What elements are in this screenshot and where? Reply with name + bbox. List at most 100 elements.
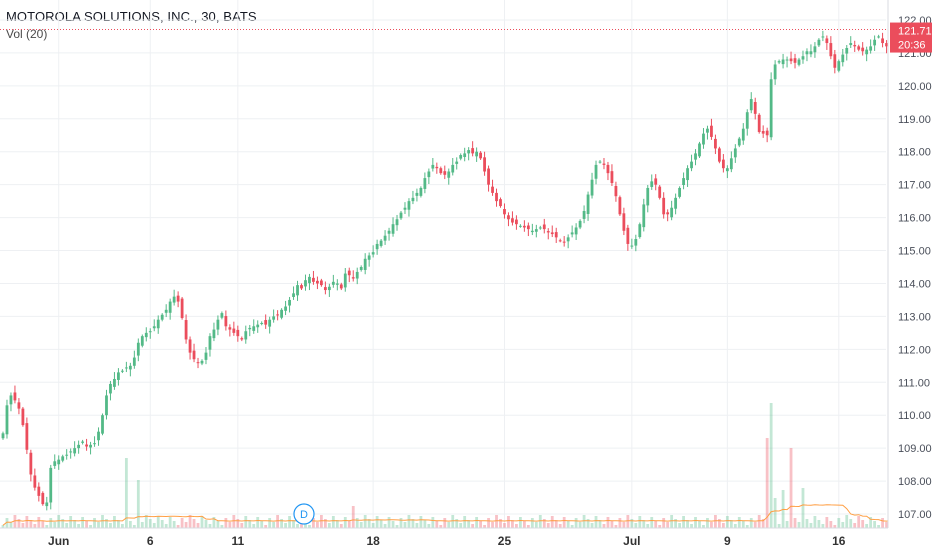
candle-body [642,204,646,228]
candle-body [769,79,773,138]
candle-body [578,220,582,228]
volume-bar [566,521,570,528]
volume-bar [399,518,403,528]
candle-body [646,187,650,206]
volume-bar [25,516,29,528]
candle-body [65,454,69,456]
volume-bar [272,522,276,528]
candle-body [431,164,435,169]
candle-body [316,280,319,284]
time-axis[interactable]: Jun 6 11 18 25 Jul 9 16 [48,534,846,548]
volume-bar [678,523,681,528]
price-tick-label: 115.00 [898,246,931,258]
volume-moving-average-line [2,504,895,526]
candle-body [355,271,359,279]
price-tick-label: 112.00 [898,344,931,356]
volume-bar [554,520,558,528]
candle-body [367,255,371,260]
volume-bar [455,519,459,528]
candle-body [471,148,475,154]
candle-body [21,408,25,426]
candle-body [339,284,343,289]
candle-body [359,267,363,270]
volume-bar [220,525,224,528]
candle-body [25,423,29,450]
candle-body [268,319,272,327]
volume-bar [117,520,120,528]
volume-bar [526,525,530,528]
candle-body [117,372,120,380]
candle-body [304,280,307,287]
candle-body [678,187,681,197]
time-tick-label: Jun [48,534,69,548]
volume-bar [61,519,65,528]
volume-bar [562,517,566,528]
price-tick-label: 110.00 [898,410,931,422]
volume-bar [881,518,884,528]
candle-body [698,143,701,157]
candle-body [614,185,618,197]
candle-body [391,224,395,234]
candle-body [702,133,705,145]
candlesticks [1,25,896,511]
volume-bar [769,403,773,528]
volume-bar [180,518,184,528]
volume-bar [495,515,498,528]
candle-body [586,194,590,214]
price-tick-label: 119.00 [898,114,931,126]
volume-bar [753,522,757,528]
volume-bar [817,520,821,528]
candle-body [272,316,276,320]
candle-body [491,186,494,193]
candle-body [383,235,387,241]
volume-bar [13,515,17,528]
candle-body [658,186,662,198]
volume-bar [702,525,705,528]
candle-body [156,319,160,329]
price-tick-label: 111.00 [898,377,930,389]
candle-body [853,45,857,47]
price-axis[interactable]: 107.00 108.00 109.00 110.00 111.00 112.00 113.… [898,15,932,521]
candle-body [554,232,558,238]
candle-body [53,461,57,466]
volume-bar [646,524,650,528]
volume-bar [463,516,467,528]
candle-body [813,46,817,53]
candle-body [718,148,721,162]
candle-body [320,280,323,286]
candle-body [650,181,654,187]
candle-body [168,301,172,313]
volume-bar [41,521,45,528]
candle-body [296,285,299,296]
candle-body [323,287,327,291]
volume-bar [725,516,729,528]
volume-bar [499,519,502,528]
volume-bar [128,521,132,528]
volume-bar [447,522,451,528]
volume-bar [343,517,347,528]
candle-body [216,319,220,330]
volume-bar [538,515,542,528]
volume-bar [172,521,176,528]
volume-bar [244,516,248,528]
volume-bar [121,524,124,528]
candle-body [737,138,741,146]
dividend-marker[interactable]: D [293,503,315,525]
volume-bar [81,517,84,528]
candle-body [37,486,41,496]
volume-bar [578,522,582,528]
volume-bar [698,521,701,528]
volume-bar [785,521,789,528]
volume-bar [168,517,172,528]
candle-body [172,296,176,303]
volume-bar [809,523,813,528]
candle-body [686,168,689,181]
volume-bar [630,519,634,528]
candle-body [284,306,287,311]
candle-body [93,443,96,445]
candle-body [821,36,825,38]
volume-bar [674,519,678,528]
volume-bar [519,517,522,528]
volume-bar [546,523,550,528]
